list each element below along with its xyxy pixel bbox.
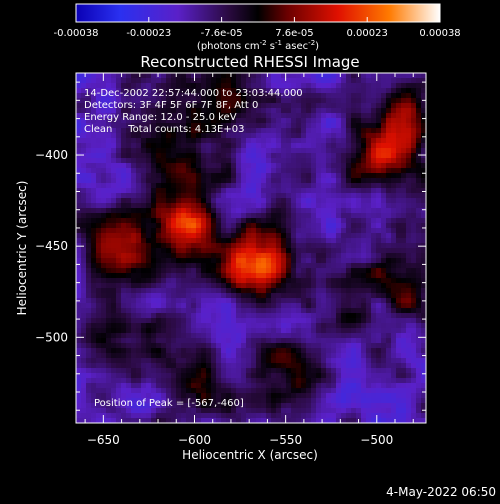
- y-tick-label: −400: [35, 148, 68, 162]
- footer-timestamp: 4-May-2022 06:50: [386, 485, 496, 499]
- y-axis-label: Heliocentric Y (arcsec): [15, 181, 29, 316]
- annotation-detectors: Detectors: 3F 4F 5F 6F 7F 8F, Att 0: [84, 100, 258, 111]
- x-axis-label: Heliocentric X (arcsec): [182, 448, 318, 462]
- x-tick-labels: −650 −600 −550 −500: [87, 433, 393, 447]
- x-tick-label: −650: [87, 433, 120, 447]
- heatmap-image: [76, 73, 426, 423]
- colorbar-tick-label: 0.00038: [419, 28, 460, 39]
- frame-ticks: [76, 73, 426, 423]
- annotation-time: 14-Dec-2002 22:57:44.000 to 23:03:44.000: [84, 88, 303, 99]
- x-tick-label: −600: [178, 433, 211, 447]
- colorbar-tick-label: -7.6e-05: [201, 28, 243, 39]
- y-tick-labels: −400 −450 −500: [35, 148, 68, 344]
- colorbar-ticks: [75, 17, 441, 22]
- colorbar-tick-label: 7.6e-05: [275, 28, 313, 39]
- colorbar-tick-labels: -0.00038 -0.00023 -7.6e-05 7.6e-05 0.00023 0.…: [54, 28, 461, 39]
- colorbar: [75, 3, 441, 23]
- colorbar-tick-label: 0.00023: [347, 28, 388, 39]
- x-tick-label: −500: [360, 433, 393, 447]
- y-tick-label: −450: [35, 239, 68, 253]
- colorbar-tick-label: -0.00023: [126, 28, 171, 39]
- annotation-clean: Clean Total counts: 4.13E+03: [84, 124, 244, 135]
- peak-position-label: Position of Peak = [-567,-460]: [94, 398, 244, 409]
- plot-frame: [75, 72, 427, 424]
- annotation-energy: Energy Range: 12.0 - 25.0 keV: [84, 112, 237, 123]
- colorbar-tick-label: -0.00038: [54, 28, 99, 39]
- x-tick-label: −550: [269, 433, 302, 447]
- y-tick-label: −500: [35, 330, 68, 344]
- colorbar-unit: (photons cm-2 s-1 asec-2): [197, 39, 319, 52]
- chart-title: Reconstructed RHESSI Image: [140, 53, 359, 71]
